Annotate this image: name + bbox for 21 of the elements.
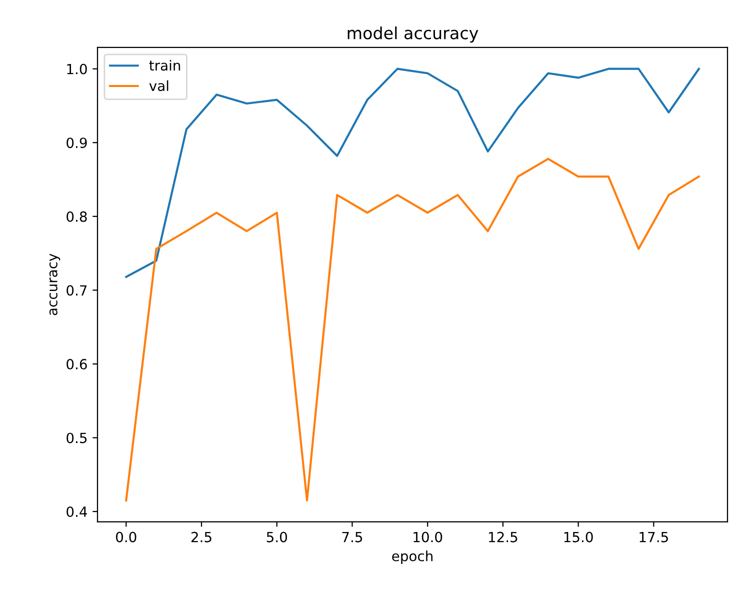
legend-label: train bbox=[149, 60, 180, 71]
x-tick-label: 5.0 bbox=[266, 532, 287, 542]
chart-title: model accuracy bbox=[348, 26, 478, 43]
x-tick-label: 15.0 bbox=[564, 532, 593, 542]
x-tick-label: 10.0 bbox=[414, 532, 442, 542]
y-axis-title: accuracy bbox=[49, 254, 60, 316]
y-tick-label: 0.8 bbox=[66, 211, 87, 222]
legend-label: val bbox=[149, 80, 168, 92]
x-tick-label: 0.0 bbox=[116, 532, 136, 542]
y-tick-label: 0.5 bbox=[66, 432, 87, 444]
x-axis-title: epoch bbox=[392, 550, 432, 564]
line-series bbox=[125, 158, 700, 502]
y-tick-label: 1.0 bbox=[67, 64, 87, 74]
y-tick-label: 0.9 bbox=[66, 138, 87, 148]
x-tick-label: 12.5 bbox=[488, 532, 518, 542]
y-tick-label: 0.7 bbox=[66, 285, 87, 296]
x-tick-label: 7.5 bbox=[342, 532, 362, 542]
y-tick-label: 0.6 bbox=[66, 358, 87, 370]
x-tick-label: 17.5 bbox=[640, 532, 668, 542]
y-tick-label: 0.4 bbox=[66, 506, 87, 517]
x-tick-label: 2.5 bbox=[191, 532, 212, 542]
